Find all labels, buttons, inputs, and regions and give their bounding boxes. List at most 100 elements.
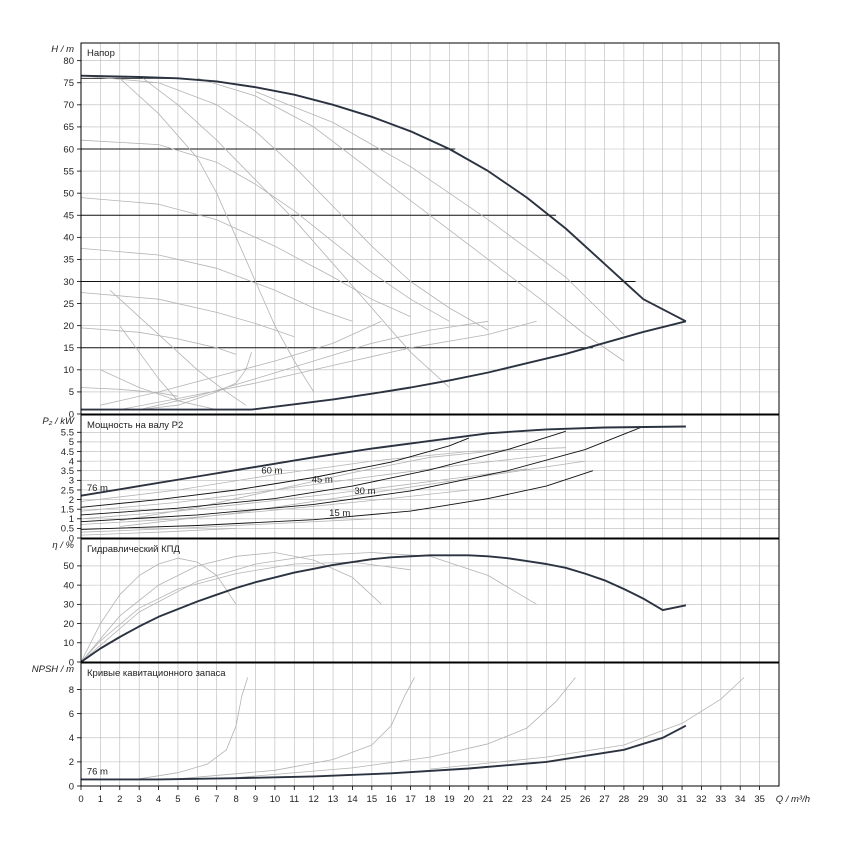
series-line-gray — [197, 77, 625, 362]
series-line-main — [80, 74, 687, 323]
panel-title: Мощность на валу P2 — [87, 420, 183, 431]
series-line-gray — [80, 139, 450, 322]
series-line-gray — [119, 460, 586, 527]
series-line-gray — [100, 369, 217, 410]
x-tick-label: 14 — [347, 794, 358, 805]
series-line-gray — [80, 292, 295, 338]
y-tick-label: 30 — [63, 277, 74, 288]
series-line-main — [81, 320, 687, 411]
curve-label: 15 m — [329, 508, 350, 519]
x-tick-label: 17 — [405, 794, 416, 805]
x-tick-label: 28 — [619, 794, 630, 805]
y-tick-label: 20 — [63, 619, 74, 630]
panel-frame — [80, 538, 780, 663]
series-line-gray — [80, 552, 382, 663]
y-tick-label: 40 — [63, 580, 74, 591]
curve-label: 76 m — [87, 483, 108, 494]
y-tick-label: 0.5 — [61, 524, 74, 535]
x-tick-label: 6 — [195, 794, 200, 805]
series-line-ref — [80, 426, 644, 523]
x-tick-label: 13 — [328, 794, 339, 805]
y-tick-label: 1.5 — [61, 504, 74, 515]
series-line-gray — [177, 677, 415, 780]
series-line-gray — [80, 447, 566, 502]
x-tick-label: 10 — [270, 794, 281, 805]
series-line-gray — [139, 352, 252, 410]
series-line-ref — [80, 470, 594, 530]
series-line-gray — [100, 320, 382, 406]
y-axis-label: H / m — [51, 44, 74, 55]
y-tick-label: 30 — [63, 600, 74, 611]
y-tick-label: 0 — [69, 409, 74, 420]
y-tick-label: 0 — [69, 781, 74, 792]
x-tick-label: 0 — [78, 794, 83, 805]
curve-label: 30 m — [354, 486, 375, 497]
x-tick-label: 34 — [735, 794, 746, 805]
x-tick-label: 24 — [541, 794, 552, 805]
series-line-gray — [80, 561, 411, 663]
x-tick-label: 2 — [117, 794, 122, 805]
series-line-gray — [80, 557, 237, 663]
panel-title: Гидравлический КПД — [87, 544, 180, 555]
x-tick-label: 33 — [716, 794, 727, 805]
y-tick-label: 2 — [69, 757, 74, 768]
y-axis-label: NPSH / m — [32, 664, 74, 675]
y-tick-label: 10 — [63, 365, 74, 376]
x-tick-label: 3 — [137, 794, 142, 805]
y-tick-label: 55 — [63, 166, 74, 177]
x-tick-label: 32 — [696, 794, 707, 805]
series-line-gray — [139, 677, 249, 780]
series-line-gray — [119, 78, 315, 393]
series-line-gray — [255, 91, 625, 335]
series-line-gray — [80, 552, 537, 663]
x-tick-label: 15 — [367, 794, 378, 805]
series-line-gray — [139, 320, 489, 410]
x-tick-label: 19 — [444, 794, 455, 805]
y-tick-label: 50 — [63, 561, 74, 572]
series-line-gray — [80, 387, 178, 397]
x-tick-label: 31 — [677, 794, 688, 805]
y-axis-label: P₂ / kW — [42, 416, 75, 427]
y-tick-label: 3 — [69, 476, 74, 487]
series-line-ref — [80, 437, 469, 508]
series-line-main — [81, 724, 687, 781]
series-line-gray — [80, 455, 547, 512]
y-tick-label: 65 — [63, 122, 74, 133]
y-axis-label: η / % — [52, 540, 74, 551]
x-tick-label: 5 — [175, 794, 180, 805]
x-tick-label: 11 — [289, 794, 299, 805]
y-tick-label: 3.5 — [61, 466, 74, 477]
x-tick-label: 30 — [657, 794, 668, 805]
x-tick-label: 20 — [463, 794, 474, 805]
y-tick-label: 50 — [63, 188, 74, 199]
y-tick-label: 5 — [69, 387, 74, 398]
x-tick-label: 21 — [483, 794, 494, 805]
curve-label: 45 m — [312, 474, 333, 485]
series-line-gray — [80, 528, 237, 536]
series-line-gray — [429, 677, 745, 770]
y-tick-label: 4.5 — [61, 447, 74, 458]
series-line-gray — [119, 325, 179, 402]
x-tick-label: 23 — [522, 794, 533, 805]
y-tick-label: 40 — [63, 233, 74, 244]
series-line-gray — [109, 290, 247, 406]
x-tick-label: 1 — [98, 794, 103, 805]
series-line-main — [80, 425, 686, 497]
panel-frame — [80, 414, 780, 539]
panel-title: Напор — [87, 48, 115, 59]
series-line-gray — [119, 449, 508, 522]
series-line-gray — [80, 327, 237, 355]
y-tick-label: 1 — [69, 514, 74, 525]
series-line-gray — [80, 468, 527, 520]
x-tick-label: 18 — [425, 794, 436, 805]
y-tick-label: 5 — [69, 437, 74, 448]
y-tick-label: 70 — [63, 100, 74, 111]
y-tick-label: 75 — [63, 78, 74, 89]
series-line-gray — [80, 197, 411, 318]
y-tick-label: 4 — [69, 733, 74, 744]
panel-frame — [80, 42, 780, 415]
y-tick-label: 15 — [63, 343, 74, 354]
series-line-gray — [80, 489, 469, 525]
y-tick-label: 4 — [69, 456, 74, 467]
